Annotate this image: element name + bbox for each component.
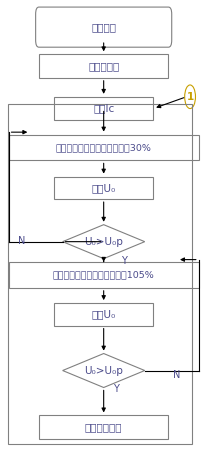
Polygon shape (63, 354, 145, 388)
Polygon shape (63, 225, 145, 259)
Text: 装置启动: 装置启动 (91, 22, 116, 32)
Text: 1: 1 (186, 92, 194, 102)
FancyBboxPatch shape (36, 7, 172, 47)
Text: Y: Y (121, 255, 127, 266)
FancyBboxPatch shape (39, 415, 168, 439)
Text: 测量Ic: 测量Ic (93, 103, 114, 114)
Text: N: N (18, 236, 25, 246)
Bar (9, 135, 199, 160)
Text: 测量U₀: 测量U₀ (92, 309, 116, 320)
Text: Y: Y (113, 384, 119, 395)
Text: U₀>U₀p: U₀>U₀p (84, 365, 123, 376)
Text: 模块初始化: 模块初始化 (88, 61, 119, 71)
Text: 测量U₀: 测量U₀ (92, 183, 116, 193)
Bar (8, 104, 192, 444)
FancyBboxPatch shape (54, 97, 153, 120)
FancyBboxPatch shape (54, 177, 153, 199)
FancyBboxPatch shape (54, 303, 153, 326)
Text: 随调式消弧线圈调谐脱谐度至30%: 随调式消弧线圈调谐脱谐度至30% (56, 143, 152, 152)
Circle shape (185, 85, 195, 109)
FancyBboxPatch shape (39, 54, 168, 78)
Text: N: N (173, 370, 181, 380)
Bar (9, 262, 199, 288)
Text: 选线装置选线: 选线装置选线 (85, 422, 122, 432)
Text: U₀>U₀p: U₀>U₀p (84, 236, 123, 247)
Text: 随调式消弧线圈调谐脱谐度至105%: 随调式消弧线圈调谐脱谐度至105% (53, 270, 155, 279)
